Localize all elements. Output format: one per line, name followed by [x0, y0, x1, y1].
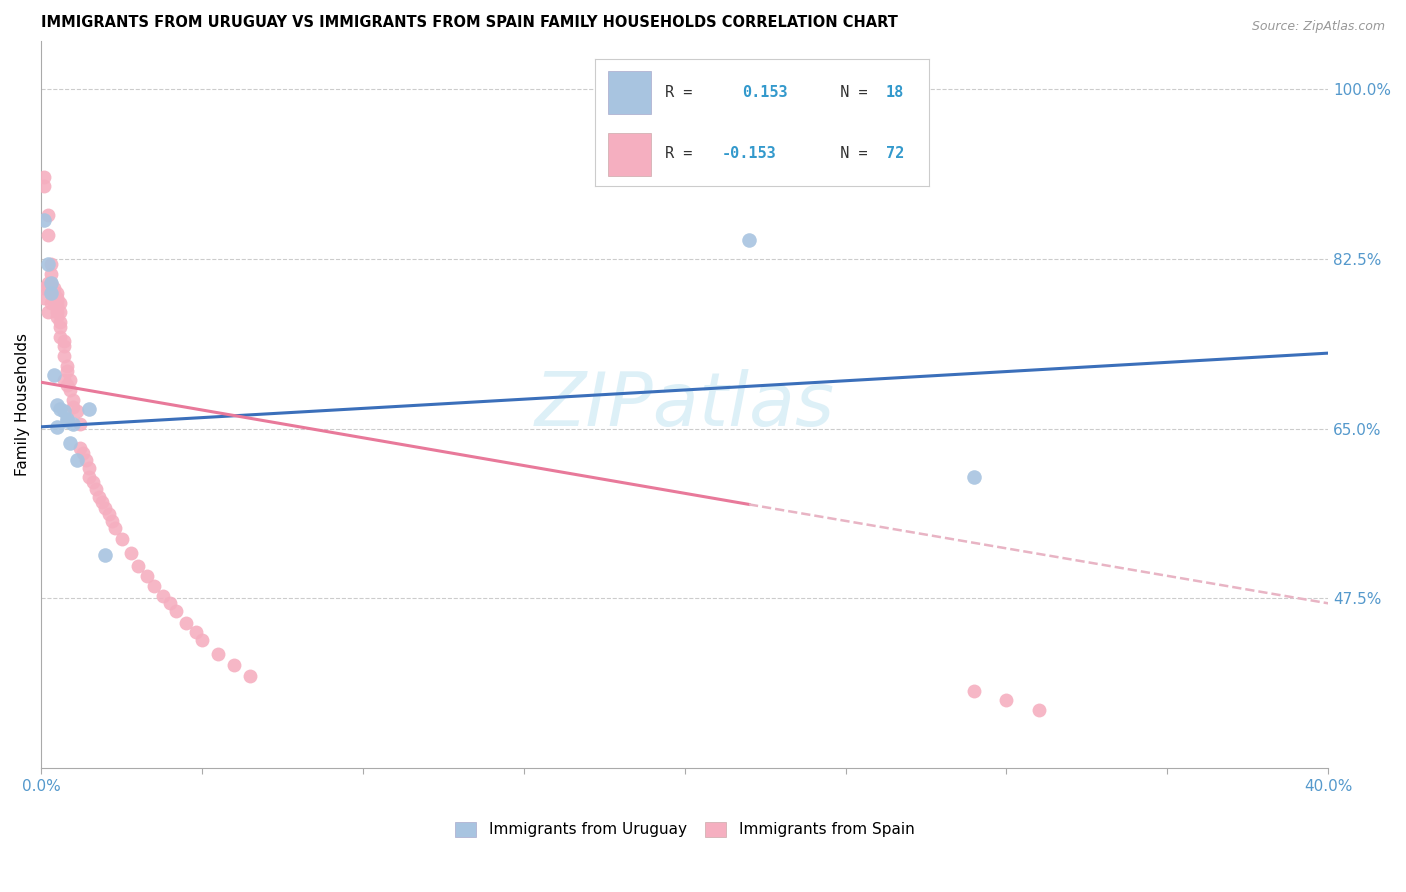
Text: IMMIGRANTS FROM URUGUAY VS IMMIGRANTS FROM SPAIN FAMILY HOUSEHOLDS CORRELATION C: IMMIGRANTS FROM URUGUAY VS IMMIGRANTS FR… [41, 15, 898, 30]
Point [34, 291, 56, 305]
Point [62, 392, 84, 407]
Text: Source: ZipAtlas.com: Source: ZipAtlas.com [1251, 20, 1385, 33]
Point [34, 213, 56, 227]
Point [120, 546, 142, 560]
Point [37, 305, 59, 319]
Point [39, 257, 62, 271]
Point [110, 533, 132, 547]
Point [79, 402, 101, 417]
Point [191, 633, 214, 648]
Point [46, 420, 69, 434]
Point [142, 579, 165, 593]
Point [56, 363, 79, 377]
Point [65, 452, 87, 467]
Point [963, 683, 986, 698]
Point [46, 397, 69, 411]
Point [34, 169, 56, 184]
Point [59, 436, 82, 450]
Point [34, 281, 56, 295]
Point [52, 339, 75, 353]
Point [52, 404, 75, 418]
Point [46, 298, 69, 312]
Point [104, 521, 127, 535]
Point [75, 452, 97, 467]
Point [49, 320, 72, 334]
Point [69, 441, 91, 455]
Point [159, 596, 181, 610]
Point [42, 285, 65, 300]
Point [39, 277, 62, 291]
Point [37, 257, 59, 271]
Point [42, 295, 65, 310]
Point [1028, 703, 1050, 717]
Point [52, 349, 75, 363]
Point [995, 693, 1018, 707]
Point [165, 604, 187, 618]
Point [39, 285, 62, 300]
Point [42, 368, 65, 383]
Legend: Immigrants from Uruguay, Immigrants from Spain: Immigrants from Uruguay, Immigrants from… [449, 816, 921, 844]
Point [94, 548, 117, 562]
Point [239, 669, 262, 683]
Point [49, 295, 72, 310]
Point [42, 281, 65, 295]
Point [59, 373, 82, 387]
Point [39, 295, 62, 310]
Point [59, 383, 82, 397]
Point [42, 291, 65, 305]
Point [174, 615, 197, 630]
Point [46, 310, 69, 325]
Point [46, 305, 69, 319]
Point [738, 233, 761, 247]
Point [56, 359, 79, 373]
Point [52, 373, 75, 387]
Point [79, 460, 101, 475]
Point [56, 414, 79, 428]
Point [136, 569, 159, 583]
Point [37, 281, 59, 295]
Point [46, 293, 69, 308]
Point [91, 495, 114, 509]
Point [56, 412, 79, 426]
Point [49, 305, 72, 319]
Point [69, 417, 91, 431]
Text: ZIPatlas: ZIPatlas [534, 368, 835, 441]
Point [127, 559, 149, 574]
Point [49, 402, 72, 417]
Point [37, 209, 59, 223]
Point [56, 378, 79, 392]
Point [62, 401, 84, 415]
Point [65, 404, 87, 418]
Point [37, 277, 59, 291]
Point [184, 625, 207, 640]
Point [72, 446, 94, 460]
Y-axis label: Family Households: Family Households [15, 333, 30, 476]
Point [963, 470, 986, 484]
Point [152, 589, 174, 603]
Point [79, 470, 101, 484]
Point [84, 482, 107, 496]
Point [97, 507, 120, 521]
Point [87, 490, 110, 504]
Point [101, 514, 124, 528]
Point [62, 417, 84, 431]
Point [224, 658, 246, 673]
Point [39, 277, 62, 291]
Point [52, 334, 75, 349]
Point [39, 285, 62, 300]
Point [39, 267, 62, 281]
Point [82, 475, 104, 489]
Point [49, 329, 72, 343]
Point [207, 647, 229, 661]
Point [34, 179, 56, 194]
Point [49, 315, 72, 329]
Point [94, 501, 117, 516]
Point [46, 291, 69, 305]
Point [37, 227, 59, 242]
Point [46, 285, 69, 300]
